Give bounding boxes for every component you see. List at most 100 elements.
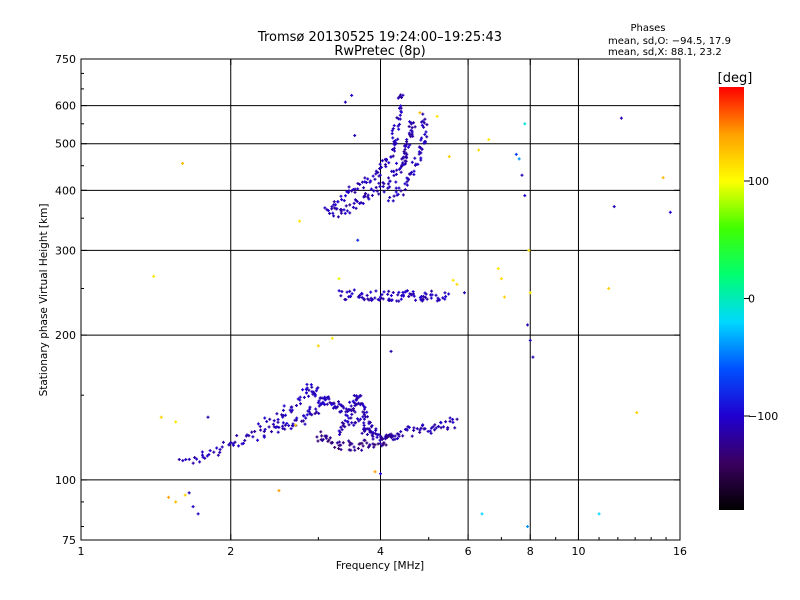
colorbar-label: [deg]: [718, 71, 753, 86]
x-tick-label: 6: [465, 545, 472, 558]
data-point: [527, 248, 531, 252]
data-point: [393, 139, 397, 143]
data-point: [275, 412, 279, 416]
data-point: [418, 428, 422, 432]
data-point: [353, 190, 357, 194]
data-point: [159, 415, 163, 419]
data-point: [250, 430, 254, 434]
data-point: [363, 428, 367, 432]
data-point: [277, 489, 281, 493]
data-point: [290, 424, 294, 428]
data-point: [396, 437, 400, 441]
data-point: [412, 169, 416, 173]
data-point: [391, 291, 395, 295]
data-point: [375, 189, 379, 193]
data-point: [369, 429, 373, 433]
data-point: [399, 106, 403, 110]
data-point: [363, 407, 367, 411]
data-point: [424, 130, 428, 134]
colorbar-tick-label: 0: [748, 293, 755, 306]
stats-line-o: mean, sd,O: −94.5, 17.9: [608, 36, 731, 47]
data-point: [531, 355, 535, 359]
y-axis-label: Stationary phase Virtual Height [km]: [38, 204, 50, 397]
data-point: [419, 156, 423, 160]
data-point: [256, 422, 260, 426]
data-point: [370, 298, 374, 302]
chart-subtitle: RwPretec (8p): [334, 44, 425, 59]
data-point: [267, 425, 271, 429]
data-point: [349, 404, 353, 408]
data-point: [400, 164, 404, 168]
data-point: [405, 140, 409, 144]
data-point: [371, 437, 375, 441]
data-point: [410, 434, 414, 438]
data-point: [439, 426, 443, 430]
data-point: [276, 418, 280, 422]
data-point: [390, 298, 394, 302]
data-point: [328, 401, 332, 405]
data-point: [288, 408, 292, 412]
data-point: [395, 193, 399, 197]
data-point: [298, 402, 302, 406]
data-point: [451, 417, 455, 421]
data-point: [348, 400, 352, 404]
data-point: [201, 455, 205, 459]
data-point: [363, 192, 367, 196]
data-point: [373, 470, 377, 474]
data-point: [393, 434, 397, 438]
data-point: [231, 442, 235, 446]
data-point: [263, 416, 267, 420]
data-point: [358, 403, 362, 407]
data-point: [216, 453, 220, 457]
data-point: [442, 425, 446, 429]
data-point: [379, 472, 382, 476]
data-point: [339, 403, 343, 407]
data-point: [350, 442, 354, 446]
data-point: [487, 138, 491, 142]
data-point: [365, 410, 369, 414]
data-point: [421, 112, 425, 116]
data-point: [360, 292, 364, 296]
data-point: [381, 443, 385, 447]
y-tick-label: 400: [55, 184, 76, 197]
data-point: [274, 425, 278, 429]
data-point: [318, 396, 322, 400]
data-point: [359, 394, 363, 398]
data-point: [441, 296, 445, 300]
data-point: [499, 277, 503, 281]
x-tick-label: 10: [571, 545, 585, 558]
data-point: [362, 413, 366, 417]
data-point: [386, 199, 390, 203]
data-point: [380, 159, 384, 163]
data-point: [371, 432, 375, 436]
data-point: [376, 170, 380, 174]
data-point: [455, 417, 459, 421]
data-point: [259, 428, 263, 432]
data-point: [323, 395, 327, 399]
data-points: [152, 93, 672, 529]
data-point: [429, 296, 433, 300]
data-point: [328, 211, 332, 215]
data-point: [367, 197, 371, 201]
data-point: [378, 173, 382, 177]
data-point: [374, 185, 378, 189]
data-point: [227, 443, 231, 447]
data-point: [397, 167, 401, 171]
data-point: [363, 194, 367, 198]
data-point: [326, 439, 330, 443]
data-point: [329, 441, 333, 445]
data-point: [407, 178, 411, 182]
data-point: [345, 290, 349, 294]
data-point: [268, 417, 272, 421]
data-point: [395, 161, 399, 165]
data-point: [398, 117, 402, 121]
data-point: [221, 440, 225, 444]
data-point: [397, 186, 401, 190]
data-point: [302, 395, 306, 399]
data-point: [332, 203, 336, 207]
data-point: [335, 405, 339, 409]
data-point: [174, 420, 178, 424]
data-point: [392, 194, 396, 198]
data-point: [362, 438, 366, 442]
data-point: [355, 397, 359, 401]
